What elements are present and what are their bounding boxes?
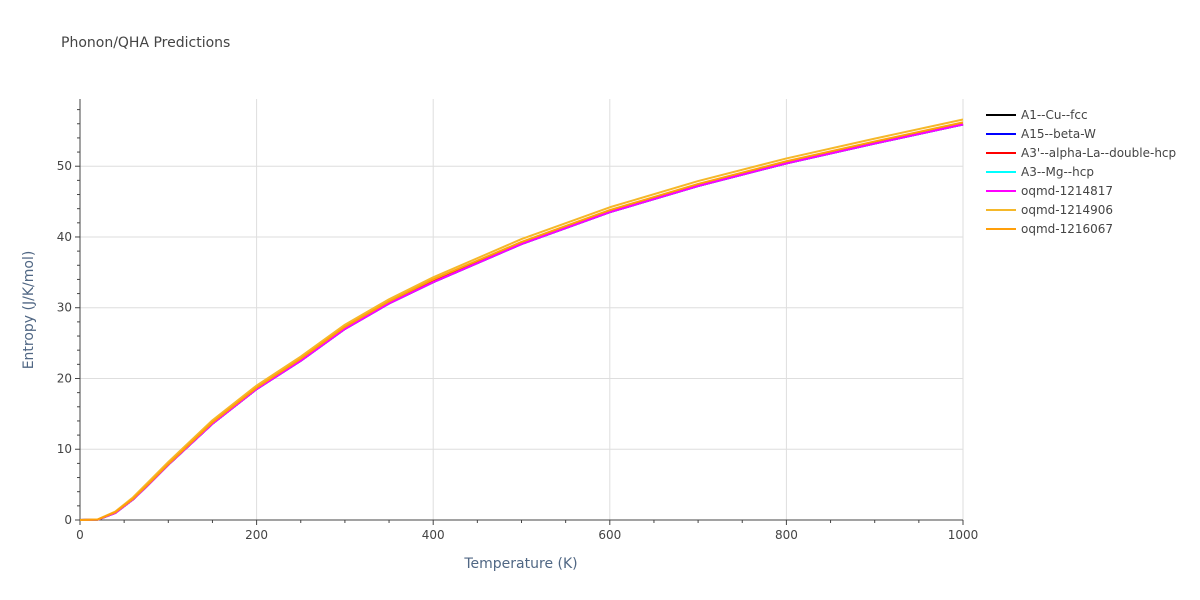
y-tick-label: 10	[57, 442, 72, 456]
series-line-6	[79, 121, 964, 521]
y-axis-label: Entropy (J/K/mol)	[21, 251, 37, 370]
legend-item[interactable]: A1--Cu--fcc	[986, 108, 1088, 122]
y-tick-label: 20	[57, 371, 72, 385]
legend-item[interactable]: oqmd-1216067	[986, 222, 1113, 236]
legend-item[interactable]: A15--beta-W	[986, 127, 1096, 141]
legend-item[interactable]: oqmd-1214817	[986, 184, 1113, 198]
x-axis-label: Temperature (K)	[463, 556, 577, 572]
y-tick-label: 50	[57, 159, 72, 173]
x-tick-label: 0	[76, 528, 84, 542]
x-tick-label: 800	[775, 528, 798, 542]
legend-label: A15--beta-W	[1021, 127, 1096, 141]
legend-label: oqmd-1214906	[1021, 203, 1113, 217]
legend-label: A3'--alpha-La--double-hcp	[1021, 146, 1176, 160]
series-line-4	[79, 123, 964, 521]
legend-item[interactable]: oqmd-1214906	[986, 203, 1113, 217]
series-line-1	[79, 123, 964, 521]
y-tick-label: 0	[64, 513, 72, 527]
legend-item[interactable]: A3--Mg--hcp	[986, 165, 1094, 179]
tick-labels: 0 200 400 600 800 1000 0 10 20 30 40 50	[57, 159, 979, 542]
series-line-3	[79, 123, 964, 521]
legend-label: oqmd-1214817	[1021, 184, 1113, 198]
x-tick-label: 1000	[948, 528, 979, 542]
series-lines	[79, 118, 964, 521]
y-tick-label: 40	[57, 230, 72, 244]
x-tick-label: 600	[598, 528, 621, 542]
legend-item[interactable]: A3'--alpha-La--double-hcp	[986, 146, 1176, 160]
x-tick-label: 200	[245, 528, 268, 542]
legend-label: A1--Cu--fcc	[1021, 108, 1088, 122]
legend[interactable]: A1--Cu--fcc A15--beta-W A3'--alpha-La--dou…	[986, 108, 1176, 236]
x-tick-label: 400	[422, 528, 445, 542]
axes	[75, 99, 964, 525]
legend-label: A3--Mg--hcp	[1021, 165, 1094, 179]
grid-lines	[80, 99, 964, 520]
y-tick-label: 30	[57, 301, 72, 315]
chart-title: Phonon/QHA Predictions	[61, 35, 231, 51]
legend-label: oqmd-1216067	[1021, 222, 1113, 236]
series-line-0	[79, 123, 964, 521]
series-line-2	[79, 122, 964, 521]
series-line-5	[79, 118, 964, 521]
